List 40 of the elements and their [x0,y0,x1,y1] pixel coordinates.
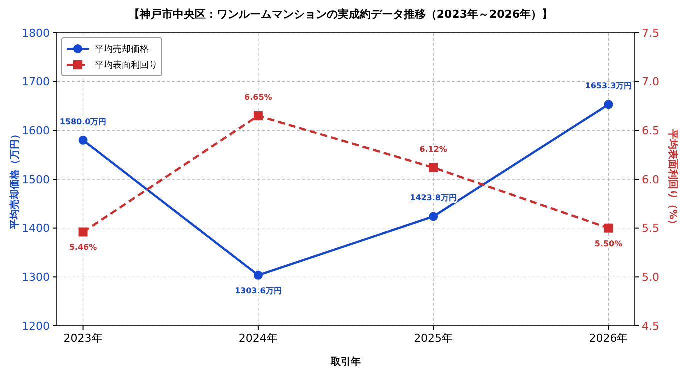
y-tick-label: 1600 [22,124,50,138]
y2-tick-label: 6.5 [642,124,660,138]
y2-tick-label: 5.0 [642,271,660,284]
y2-tick-label: 4.5 [642,320,660,333]
data-label: 5.50% [594,239,623,248]
data-label: 5.46% [69,243,98,252]
y-tick-label: 1300 [22,271,50,284]
point [254,270,263,280]
chart-title: 【神戸市中央区：ワンルームマンションの実成約データ推移（2023年～2026年）】 [128,8,554,21]
y2-tick-label: 7.0 [642,76,660,89]
point [78,228,88,237]
y-tick-label: 1500 [22,173,50,186]
x-tick-label: 2023年 [64,332,103,345]
point [254,112,263,121]
data-label: 1653.3万円 [585,82,632,91]
point [604,224,614,233]
y-tick-label: 1800 [22,26,50,40]
data-label: 1423.8万円 [410,194,458,203]
x-tick-label: 2024年 [238,332,278,345]
y-tick-label: 1200 [22,320,50,333]
y2-tick-label: 5.5 [642,222,660,236]
x-axis-title: 取引年 [330,356,361,368]
x-tick-label: 2026年 [589,332,628,345]
legend-label: 平均売却価格 [95,44,149,56]
data-label: 6.12% [420,144,448,154]
y-axis-title: 平均売却価格（万円） [9,130,21,230]
point [429,212,438,222]
point [604,100,614,110]
y-tick-label: 1400 [22,222,50,236]
data-label: 6.65% [244,93,272,102]
x-tick-label: 2025年 [414,332,454,345]
point [429,163,438,172]
data-label: 1303.6万円 [234,286,282,296]
y2-tick-label: 6.0 [642,173,660,186]
y2-axis-title: 平均表面利回り（%） [667,128,679,230]
y-tick-label: 1700 [22,76,50,89]
data-label: 1580.0万円 [60,117,107,126]
point [78,136,88,145]
y2-tick-label: 7.5 [642,26,660,40]
legend-label: 平均表面利回り [95,60,158,72]
